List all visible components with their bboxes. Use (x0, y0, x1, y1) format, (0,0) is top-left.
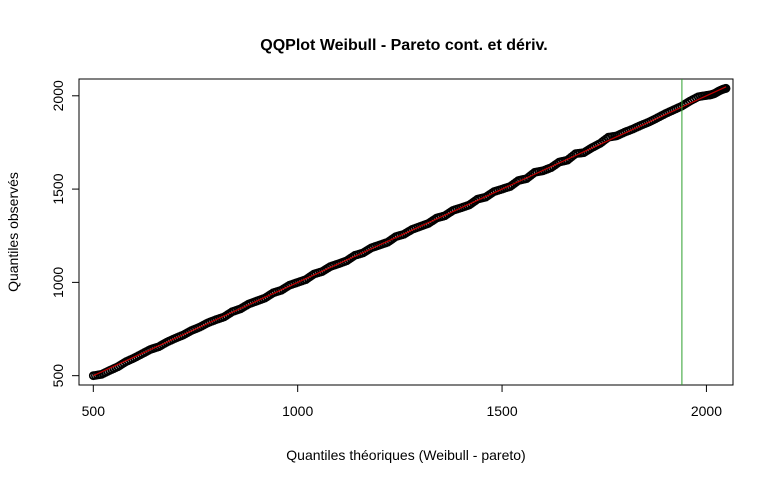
y-axis: 500 1000 1500 2000 (50, 80, 79, 387)
data-marks (88, 79, 731, 385)
reference-line (93, 86, 727, 377)
chart-title: QQPlot Weibull - Pareto cont. et dériv. (260, 37, 547, 54)
plot-frame (78, 78, 734, 386)
y-tick-label: 1500 (50, 173, 66, 204)
y-tick-label: 1000 (50, 267, 66, 298)
y-tick-label: 500 (50, 364, 66, 388)
x-tick-label: 1500 (486, 403, 517, 419)
x-tick-label: 500 (82, 403, 106, 419)
x-tick-label: 2000 (691, 403, 722, 419)
x-tick-label: 1000 (282, 403, 313, 419)
y-tick-label: 2000 (50, 80, 66, 111)
x-axis: 500 1000 1500 2000 (82, 385, 722, 419)
y-axis-label: Quantiles observés (5, 172, 21, 292)
x-axis-label: Quantiles théoriques (Weibull - pareto) (286, 447, 525, 463)
